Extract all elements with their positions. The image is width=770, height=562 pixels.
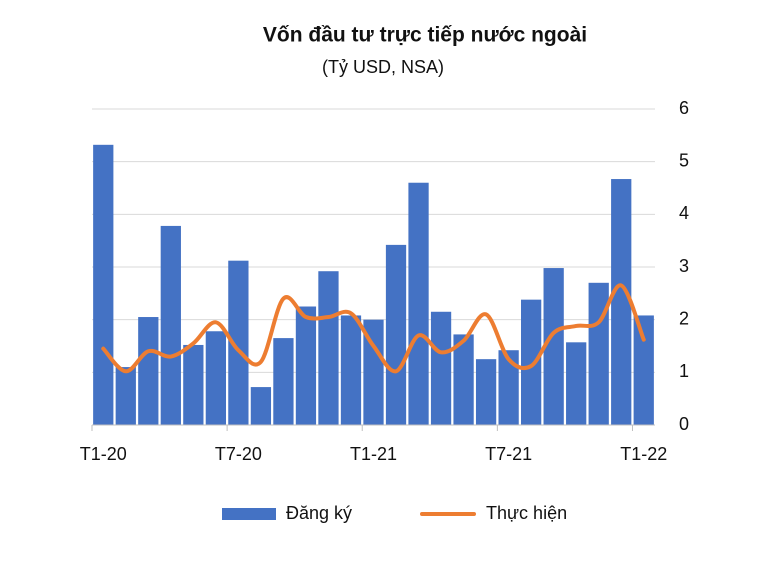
y-tick-label: 5	[679, 150, 689, 170]
y-tick-label: 3	[679, 256, 689, 276]
bar	[295, 306, 317, 425]
chart-title: Vốn đầu tư trực tiếp nước ngoài	[263, 24, 587, 47]
bar	[498, 350, 519, 425]
bar	[633, 315, 654, 425]
y-tick-label: 2	[679, 308, 689, 328]
bar	[588, 282, 609, 425]
bar	[408, 182, 429, 425]
bar	[228, 260, 249, 425]
bar	[250, 387, 272, 425]
bar	[363, 319, 384, 425]
legend-label: Đăng ký	[286, 503, 352, 523]
legend-swatch	[222, 508, 276, 520]
chart-subtitle: (Tỷ USD, NSA)	[322, 57, 444, 77]
y-tick-label: 4	[679, 203, 689, 223]
x-tick-label: T1-20	[80, 444, 127, 464]
bar	[115, 367, 136, 425]
plot	[93, 144, 654, 425]
bar	[430, 311, 452, 425]
bar	[543, 268, 564, 425]
bar	[138, 317, 159, 425]
x-tick-label: T1-22	[620, 444, 667, 464]
bar	[566, 342, 587, 425]
line	[101, 283, 646, 374]
bar	[160, 225, 181, 425]
bar	[318, 271, 339, 425]
bar	[611, 179, 632, 425]
y-tick-label: 6	[679, 98, 689, 118]
bar	[93, 144, 114, 425]
x-tick-label: T7-20	[215, 444, 262, 464]
bar	[273, 338, 294, 425]
bar	[205, 331, 226, 425]
bar	[475, 359, 497, 425]
bar	[385, 244, 407, 425]
bar	[521, 299, 542, 425]
bar	[183, 344, 204, 425]
bar	[340, 315, 362, 425]
bar	[453, 334, 474, 425]
y-tick-label: 1	[679, 361, 689, 381]
x-tick-label: T7-21	[485, 444, 532, 464]
legend-label: Thực hiện	[486, 503, 567, 523]
y-tick-label: 0	[679, 414, 689, 434]
x-tick-label: T1-21	[350, 444, 397, 464]
